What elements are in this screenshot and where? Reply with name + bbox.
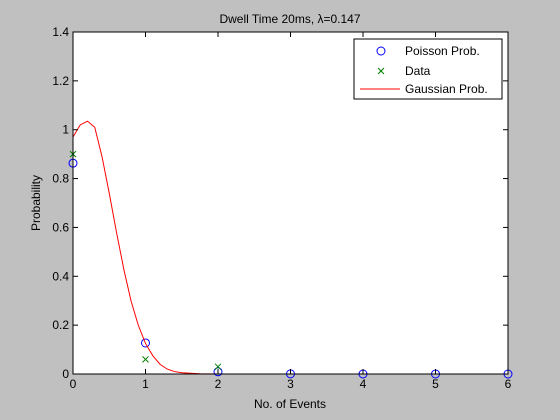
y-tick-label: 0.6 <box>52 220 69 234</box>
legend-poisson-marker <box>376 46 386 56</box>
x-tick-label: 6 <box>505 377 512 391</box>
x-tick-label: 2 <box>215 377 222 391</box>
y-tick-label: 1 <box>62 123 69 137</box>
x-tick-label: 1 <box>142 377 149 391</box>
x-tick-label: 4 <box>360 377 367 391</box>
poisson-point <box>141 338 150 348</box>
legend-data-marker <box>377 67 385 75</box>
y-tick-label: 1.4 <box>52 25 69 39</box>
y-tick-label: 0.2 <box>52 318 69 332</box>
legend-data-label: Data <box>405 64 431 78</box>
x-axis-label: No. of Events <box>254 397 326 411</box>
y-tick-label: 0.8 <box>52 172 69 186</box>
axes-layer: 0 1 2 3 4 5 6 0 0.2 0.4 0.6 0.8 1 1.2 1.4 <box>52 25 511 391</box>
data-point-stroke <box>142 355 149 363</box>
y-axis-label: Probability <box>29 175 43 231</box>
y-tick-label: 0 <box>62 367 69 381</box>
y-tick-label: 0.4 <box>52 269 69 283</box>
legend-poisson-label: Poisson Prob. <box>405 44 480 58</box>
x-tick-label: 0 <box>70 377 77 391</box>
data-point <box>142 355 149 363</box>
poisson-point <box>213 367 223 377</box>
legend: Poisson Prob. Data Gaussian Prob. <box>353 38 503 100</box>
y-tick-label: 1.2 <box>52 74 69 88</box>
chart-title: Dwell Time 20ms, λ=0.147 <box>219 12 360 26</box>
x-tick-label: 5 <box>432 377 439 391</box>
data-point-stroke <box>214 363 222 371</box>
legend-gaussian-label: Gaussian Prob. <box>405 82 488 96</box>
data-point <box>214 363 222 371</box>
x-tick-label: 3 <box>287 377 294 391</box>
